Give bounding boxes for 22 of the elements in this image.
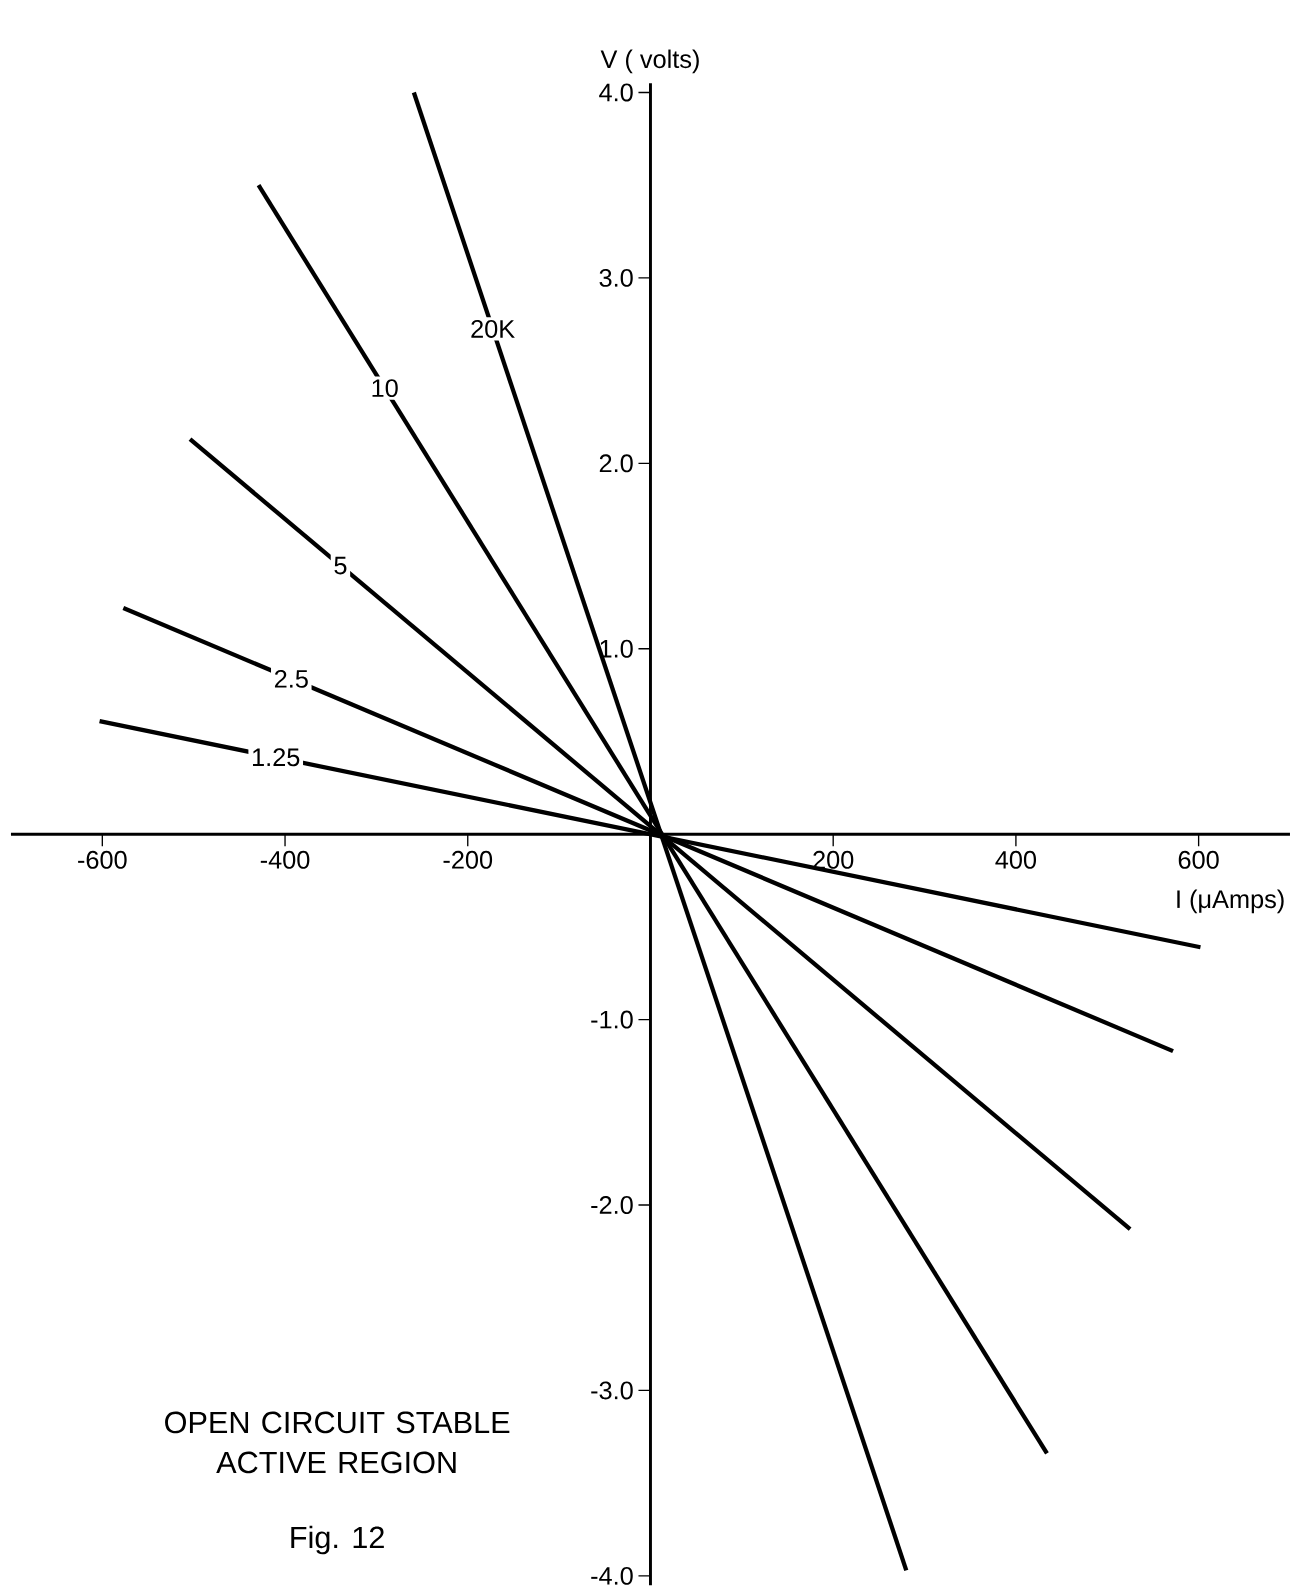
series-label: 1.25 bbox=[252, 748, 300, 767]
x-tick-label: -600 bbox=[78, 850, 127, 869]
x-axis-title: I (μAmps) bbox=[1177, 889, 1284, 914]
annotation: Fig. 12 bbox=[291, 1525, 384, 1555]
y-tick-label: 4.0 bbox=[599, 83, 633, 102]
y-tick-label: 3.0 bbox=[599, 268, 633, 287]
x-tick-label: -200 bbox=[443, 850, 493, 869]
y-tick-label: -4.0 bbox=[591, 1566, 633, 1585]
y-tick-label: -1.0 bbox=[591, 1010, 633, 1029]
series-label: 2.5 bbox=[274, 669, 308, 688]
x-tick-label: 600 bbox=[1178, 850, 1219, 869]
y-tick-label: -2.0 bbox=[591, 1196, 633, 1214]
y-tick-label: 1.0 bbox=[600, 639, 633, 658]
series-label: 10 bbox=[372, 379, 398, 398]
y-axis-title: V ( volts) bbox=[600, 49, 699, 74]
series-label: 20K bbox=[471, 319, 515, 338]
annotation: OPEN CIRCUIT STABLE ACTIVE REGION bbox=[165, 1411, 510, 1474]
y-tick-label: 2.0 bbox=[599, 454, 633, 473]
series-label: 5 bbox=[334, 556, 347, 575]
x-tick-label: 400 bbox=[995, 850, 1037, 869]
x-tick-label: -400 bbox=[260, 850, 310, 869]
y-tick-label: -3.0 bbox=[591, 1381, 633, 1400]
